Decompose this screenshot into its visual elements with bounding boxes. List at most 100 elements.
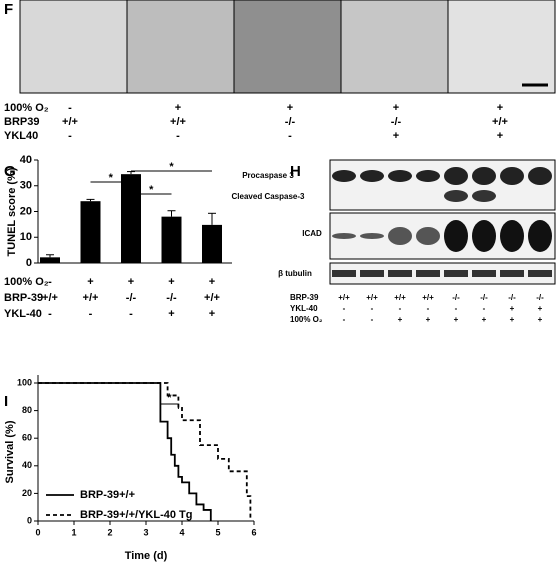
- condition-value: -/-: [452, 293, 460, 302]
- micrographs: [19, 0, 556, 94]
- condition-name: 100% O₂: [4, 276, 49, 288]
- condition-name: 100% O₂: [4, 102, 49, 114]
- band: [500, 220, 524, 252]
- x-tick-label: 0: [35, 527, 40, 537]
- condition-value: -: [288, 130, 292, 142]
- y-tick-label: 40: [20, 154, 32, 166]
- condition-value: -/-: [536, 293, 544, 302]
- condition-value: -: [455, 304, 458, 313]
- condition-value: -/-: [508, 293, 516, 302]
- band-label: Cleaved Caspase-3: [232, 192, 305, 201]
- condition-value: -/-: [126, 292, 137, 304]
- band-label: ICAD: [302, 229, 322, 238]
- condition-name: YKL40: [4, 130, 38, 142]
- panel-label: I: [4, 393, 8, 410]
- band: [472, 167, 496, 185]
- condition-value: +/+: [338, 293, 350, 302]
- micrograph: [233, 0, 342, 94]
- panel-label: G: [4, 163, 16, 180]
- band: [472, 190, 496, 202]
- x-tick-label: 6: [251, 527, 256, 537]
- condition-value: +/+: [83, 292, 99, 304]
- condition-value: +: [175, 102, 181, 114]
- micrograph: [340, 0, 449, 94]
- condition-value: -: [483, 304, 486, 313]
- condition-value: +: [168, 276, 174, 288]
- condition-value: +/+: [394, 293, 406, 302]
- survival-line: [38, 382, 212, 521]
- band-label: Procaspase 3: [242, 171, 294, 180]
- y-axis-title: TUNEL score (%): [6, 167, 18, 256]
- condition-value: +/+: [204, 292, 220, 304]
- band: [332, 170, 356, 182]
- condition-value: -/-: [285, 116, 296, 128]
- x-tick-label: 1: [71, 527, 76, 537]
- condition-name: 100% O₂: [290, 315, 323, 324]
- blot-box: [329, 159, 556, 211]
- y-axis-title: Survival (%): [4, 420, 16, 483]
- condition-value: -: [129, 308, 133, 320]
- bar: [121, 174, 141, 263]
- band: [388, 227, 412, 245]
- bar: [161, 216, 182, 263]
- condition-value: -: [68, 102, 72, 114]
- band: [472, 270, 496, 277]
- condition-value: +/+: [170, 116, 186, 128]
- band: [388, 170, 412, 182]
- bar: [80, 201, 101, 263]
- band: [416, 170, 440, 182]
- condition-value: +: [87, 276, 93, 288]
- condition-value: +: [209, 308, 215, 320]
- condition-value: +: [510, 304, 515, 313]
- y-tick-label: 60: [22, 433, 32, 443]
- condition-name: BRP-39: [290, 293, 319, 302]
- condition-value: -: [343, 304, 346, 313]
- x-tick-label: 2: [107, 527, 112, 537]
- significance-star: *: [169, 161, 174, 173]
- condition-value: +/+: [422, 293, 434, 302]
- y-tick-label: 0: [27, 515, 32, 525]
- condition-value: -: [371, 304, 374, 313]
- condition-value: +: [128, 276, 134, 288]
- band-label: β tubulin: [278, 269, 312, 278]
- condition-value: +: [209, 276, 215, 288]
- band: [500, 167, 524, 185]
- band: [528, 167, 552, 185]
- band: [444, 167, 468, 185]
- condition-name: BRP39: [4, 116, 39, 128]
- x-axis-title: Time (d): [125, 550, 168, 562]
- significance-star: *: [109, 172, 114, 184]
- condition-value: +: [168, 308, 174, 320]
- condition-value: +/+: [62, 116, 78, 128]
- significance-star: *: [167, 392, 172, 404]
- band: [444, 190, 468, 202]
- condition-value: +: [454, 315, 459, 324]
- legend-label: BRP-39+/+/YKL-40 Tg: [80, 509, 192, 521]
- micrograph: [126, 0, 235, 94]
- condition-value: +: [538, 315, 543, 324]
- condition-value: -: [68, 130, 72, 142]
- band: [444, 220, 468, 252]
- band: [360, 233, 384, 239]
- condition-value: +/+: [366, 293, 378, 302]
- survival-line: [38, 382, 252, 521]
- panel-label: F: [4, 1, 13, 18]
- condition-value: -: [427, 304, 430, 313]
- band: [472, 220, 496, 252]
- y-tick-label: 20: [22, 488, 32, 498]
- condition-value: +: [510, 315, 515, 324]
- y-tick-label: 40: [22, 460, 32, 470]
- x-tick-label: 3: [143, 527, 148, 537]
- condition-value: -: [371, 315, 374, 324]
- band: [360, 170, 384, 182]
- condition-value: -: [48, 308, 52, 320]
- condition-value: -/-: [480, 293, 488, 302]
- condition-value: +: [538, 304, 543, 313]
- y-tick-label: 0: [26, 257, 32, 269]
- condition-value: -: [399, 304, 402, 313]
- band: [444, 270, 468, 277]
- band: [528, 270, 552, 277]
- bar: [40, 257, 60, 263]
- panel-label: H: [290, 163, 301, 180]
